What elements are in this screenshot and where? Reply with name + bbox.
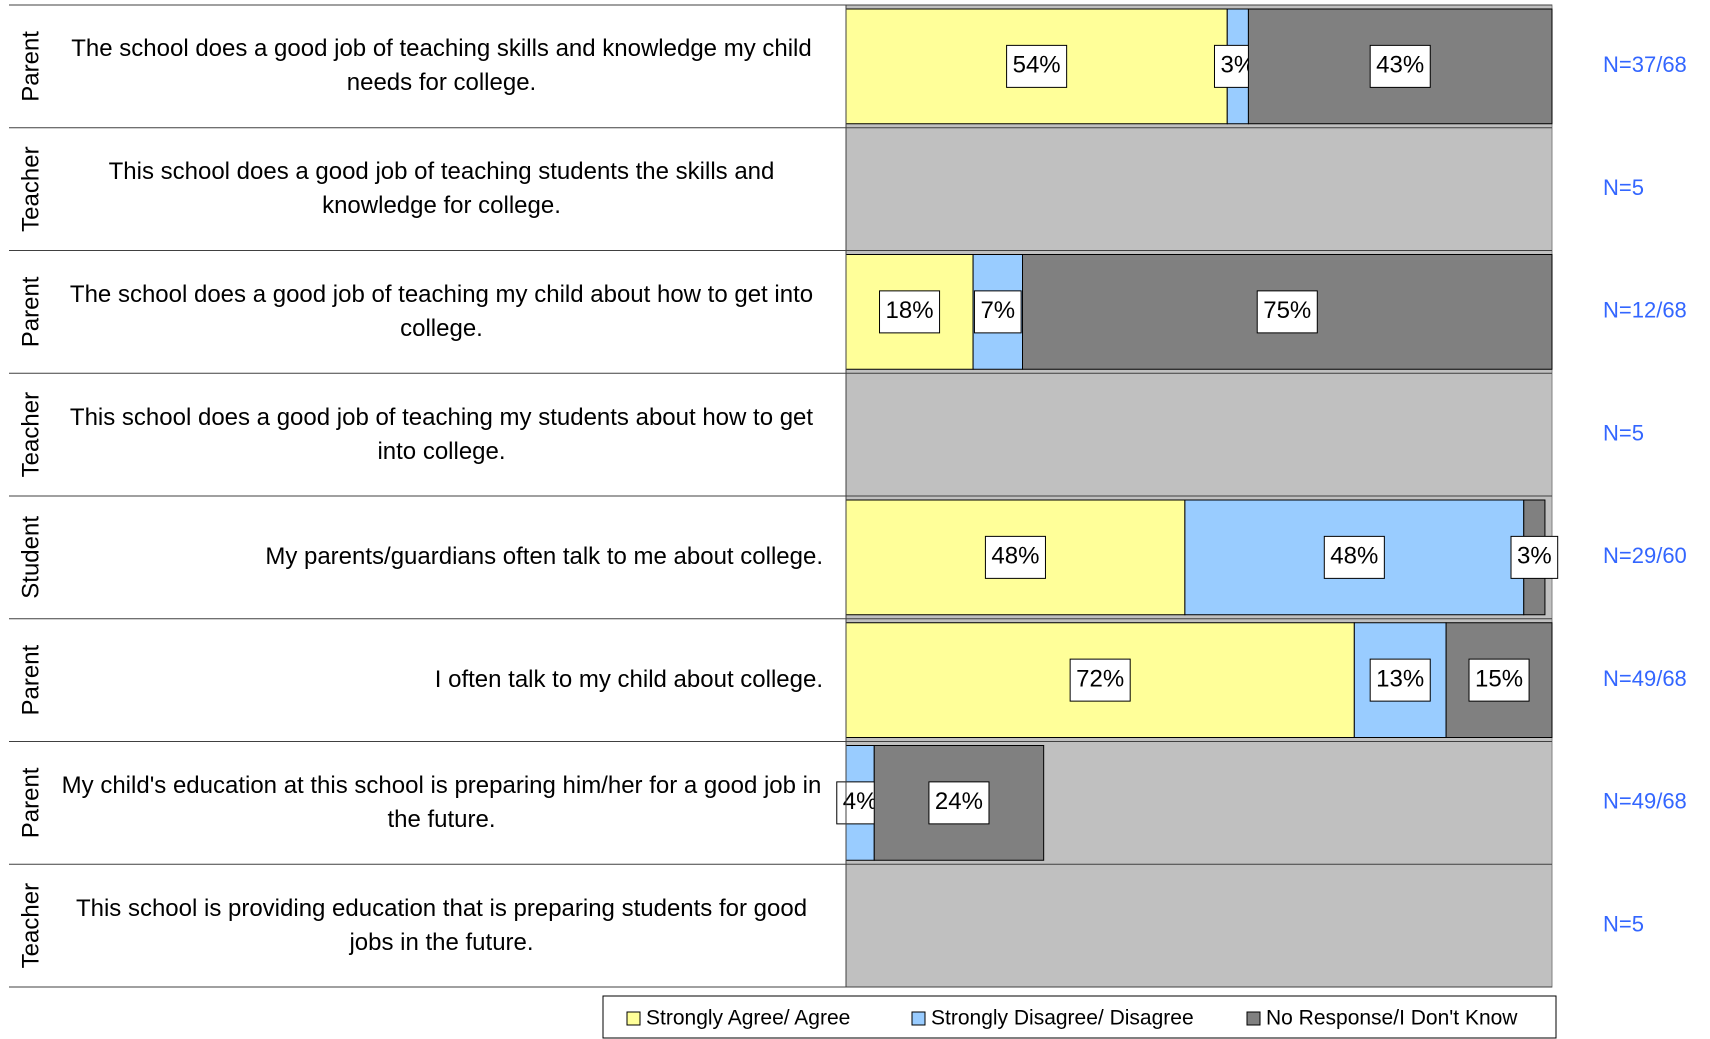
legend-box (602, 995, 1557, 1039)
question-text: The school does a good job of teaching s… (71, 35, 812, 97)
value-label-box (973, 290, 1022, 334)
value-label-box (1369, 658, 1431, 702)
value-label-box (1006, 44, 1068, 88)
value-label: 15% (1475, 665, 1523, 692)
n-label: N=5 (1603, 175, 1644, 200)
question-text: This school does a good job of teaching … (108, 158, 775, 220)
value-label: 72% (1076, 665, 1124, 692)
legend-label: No Response/I Don't Know (1266, 1007, 1518, 1030)
n-label: N=49/68 (1603, 789, 1687, 814)
value-label-box (879, 290, 941, 334)
n-label: N=37/68 (1603, 52, 1687, 77)
value-label: 3% (1517, 543, 1552, 570)
question: My child's education at this school is p… (60, 742, 823, 865)
question-text: My parents/guardians often talk to me ab… (265, 543, 823, 571)
n-label: N=49/68 (1603, 666, 1687, 691)
value-label: 75% (1263, 297, 1311, 324)
legend-swatch (626, 1011, 641, 1026)
value-label-box (1510, 535, 1559, 579)
question-text: The school does a good job of teaching m… (69, 280, 814, 342)
question-text: This school does a good job of teaching … (69, 403, 814, 465)
value-label: 13% (1376, 665, 1424, 692)
n-label: N=12/68 (1603, 298, 1687, 323)
question: The school does a good job of teaching m… (60, 251, 823, 374)
question: I often talk to my child about college. (60, 619, 823, 742)
value-label-box (1369, 44, 1431, 88)
question-text: I often talk to my child about college. (434, 666, 823, 694)
legend-swatch (1246, 1011, 1261, 1026)
respondent-label: Teacher (17, 146, 44, 231)
value-label: 4% (843, 788, 878, 815)
respondent-label: Parent (17, 767, 44, 838)
value-label-box (1256, 290, 1318, 334)
respondent-label: Parent (17, 276, 44, 347)
value-label: 24% (935, 788, 983, 815)
value-label: 43% (1376, 52, 1424, 79)
question: This school does a good job of teaching … (60, 128, 823, 251)
question: This school is providing education that … (60, 864, 823, 987)
value-label: 18% (886, 297, 934, 324)
value-label-box (984, 535, 1046, 579)
respondent-label: Student (17, 516, 44, 599)
question: This school does a good job of teaching … (60, 373, 823, 496)
value-label-box (1468, 658, 1530, 702)
value-label: 7% (980, 297, 1015, 324)
respondent-label: Parent (17, 644, 44, 715)
value-label: 54% (1013, 52, 1061, 79)
legend-swatch (911, 1011, 926, 1026)
question: My parents/guardians often talk to me ab… (60, 496, 823, 619)
value-label-box (928, 781, 990, 825)
value-label-box (1069, 658, 1131, 702)
question-text: This school is providing education that … (75, 894, 808, 956)
n-label: N=29/60 (1603, 543, 1687, 568)
value-label: 48% (1330, 543, 1378, 570)
respondent-label: Teacher (17, 883, 44, 968)
n-label: N=5 (1603, 911, 1644, 936)
question-text: My child's education at this school is p… (61, 771, 822, 833)
question: The school does a good job of teaching s… (60, 5, 823, 128)
value-label-box (1323, 535, 1385, 579)
legend-label: Strongly Agree/ Agree (646, 1007, 850, 1030)
value-label: 48% (991, 543, 1039, 570)
respondent-label: Teacher (17, 392, 44, 477)
legend-label: Strongly Disagree/ Disagree (931, 1007, 1194, 1030)
n-label: N=5 (1603, 420, 1644, 445)
respondent-label: Parent (17, 31, 44, 102)
